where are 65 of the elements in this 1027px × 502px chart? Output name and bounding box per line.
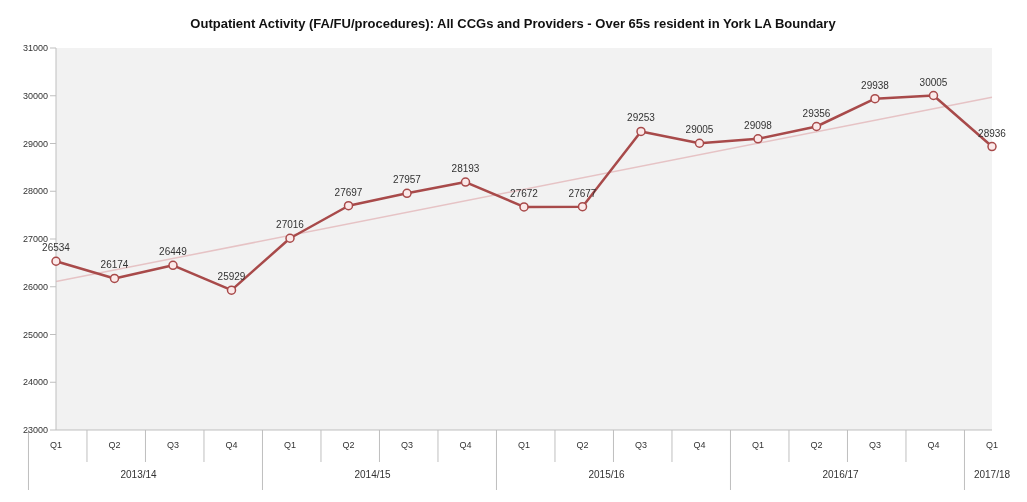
point	[987, 141, 997, 152]
point	[460, 177, 471, 187]
data-label: 25929	[217, 271, 246, 283]
x-tick-label: Q1	[751, 440, 765, 450]
data-label: 28936	[978, 127, 1007, 139]
x-tick-label: Q4	[225, 440, 238, 450]
y-tick-label: 26000	[22, 281, 48, 292]
chart-title: Outpatient Activity (FA/FU/procedures): All CCGs and Providers - Over 65s resident in York LA Boundary	[189, 16, 837, 31]
text: 2017/18	[973, 469, 1011, 480]
x-tick-label: Q1	[283, 440, 297, 450]
y-tick-label: 25000	[22, 329, 48, 340]
point	[577, 201, 588, 212]
x-tick-label: Q4	[693, 440, 706, 450]
y-tick-label: 27000	[22, 234, 48, 245]
data-label: 27016	[276, 219, 305, 231]
y-tick-label: 31000	[22, 43, 48, 54]
data-label: 30005	[919, 76, 948, 88]
point	[928, 90, 939, 101]
x-tick-label: Q3	[166, 440, 180, 450]
point	[109, 273, 120, 284]
x-tick-label: Q3	[634, 440, 648, 450]
point	[519, 202, 529, 212]
x-tick-label: Q2	[810, 440, 823, 450]
data-label: 27957	[393, 174, 422, 186]
point	[870, 93, 880, 104]
data-label: 29005	[685, 124, 714, 136]
x-tick-label: Q2	[108, 440, 121, 450]
x-tick-label: Q1	[517, 440, 531, 450]
data-label: 26174	[100, 259, 129, 271]
text: 2013/14	[120, 469, 158, 480]
y-tick-label: 23000	[22, 425, 48, 436]
point	[226, 285, 237, 295]
point	[402, 188, 412, 199]
point	[168, 260, 178, 271]
data-label: 27672	[510, 187, 539, 199]
data-label: 27697	[334, 186, 363, 198]
text: 2016/17	[822, 469, 860, 480]
x-tick-label: Q4	[927, 440, 940, 450]
y-tick-label: 29000	[22, 138, 48, 149]
data-label: 29098	[744, 119, 773, 131]
x-tick-label: Q1	[985, 440, 999, 450]
y-tick-label: 30000	[22, 90, 48, 101]
point	[51, 256, 61, 266]
x-tick-label: Q2	[576, 440, 589, 450]
data-label: 29938	[861, 79, 890, 91]
x-tick-label: Q4	[459, 440, 472, 450]
data-label: 28193	[451, 163, 480, 175]
x-tick-label: Q3	[400, 440, 414, 450]
point	[694, 138, 705, 149]
data-label: 26534	[42, 242, 71, 254]
text: 2015/16	[588, 469, 626, 480]
point	[343, 200, 354, 211]
data-label: 26449	[159, 246, 188, 258]
y-tick-label: 24000	[22, 377, 48, 388]
data-label: 29356	[802, 107, 831, 119]
x-tick-label: Q3	[868, 440, 882, 450]
point	[636, 126, 646, 137]
x-tick-label: Q1	[49, 440, 63, 450]
y-tick-label: 28000	[22, 186, 48, 197]
data-label: 29253	[627, 112, 656, 124]
point	[753, 134, 763, 144]
point	[285, 233, 295, 243]
text: 2014/15	[354, 469, 392, 480]
x-tick-label: Q2	[342, 440, 355, 450]
point	[811, 121, 822, 132]
